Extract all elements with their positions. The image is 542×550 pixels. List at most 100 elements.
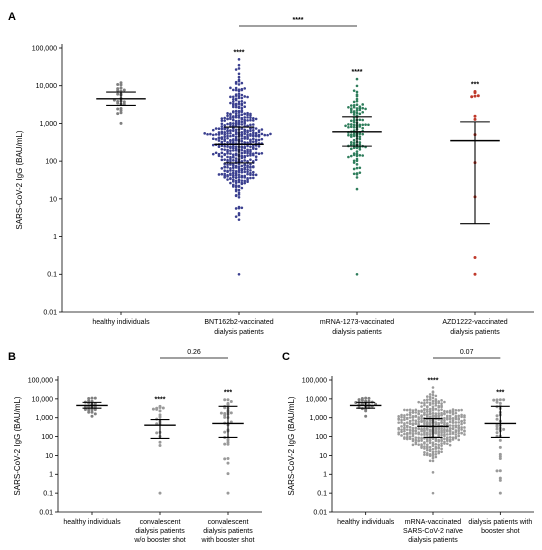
data-point: [243, 87, 247, 90]
data-point: [249, 158, 252, 161]
data-point: [231, 159, 235, 162]
data-point: [347, 133, 350, 137]
data-point: [352, 105, 356, 109]
significance-label: ****: [428, 378, 439, 385]
data-point: [408, 408, 412, 412]
data-point: [231, 95, 235, 99]
data-point: [431, 459, 435, 463]
data-point: [457, 421, 461, 424]
data-point: [93, 402, 97, 406]
data-point: [405, 425, 409, 429]
data-point: [220, 172, 224, 176]
data-point: [234, 132, 238, 136]
data-point: [431, 411, 435, 415]
data-point: [246, 119, 249, 122]
data-point: [408, 419, 412, 423]
data-point: [349, 140, 353, 144]
data-point: [355, 272, 359, 276]
data-point: [217, 131, 221, 134]
data-point: [243, 167, 247, 171]
data-point: [347, 125, 350, 129]
data-point: [209, 132, 212, 136]
data-point: [420, 437, 423, 441]
data-point: [87, 410, 91, 414]
data-point: [414, 442, 418, 446]
comparison-label: 0.26: [187, 349, 201, 356]
y-tick-label: 10: [45, 453, 53, 460]
data-point: [240, 176, 244, 179]
data-point: [451, 424, 455, 427]
data-point: [347, 106, 350, 109]
data-point: [234, 172, 238, 175]
data-point: [405, 421, 409, 424]
data-point: [498, 445, 502, 449]
data-point: [403, 432, 406, 436]
data-point: [237, 119, 241, 123]
data-point: [425, 395, 429, 398]
data-point: [347, 123, 350, 126]
y-tick-label: 1: [53, 234, 57, 241]
data-point: [231, 105, 235, 109]
data-point: [463, 433, 466, 436]
data-point: [425, 408, 429, 411]
data-point: [237, 167, 241, 170]
data-point: [498, 401, 502, 405]
data-point: [260, 152, 264, 155]
data-point: [237, 100, 241, 104]
data-point: [226, 438, 230, 442]
data-point: [431, 491, 435, 495]
data-point: [234, 147, 238, 150]
data-point: [254, 155, 258, 159]
data-point: [252, 140, 255, 143]
data-point: [229, 95, 232, 99]
data-point: [226, 442, 230, 446]
y-axis-label: SARS-CoV-2 IgG (BAU/mL): [287, 396, 296, 495]
data-point: [116, 88, 120, 92]
data-point: [440, 450, 443, 454]
data-point: [240, 164, 244, 168]
data-point: [229, 177, 232, 181]
data-point: [431, 450, 435, 454]
category-label: dialysis patients: [450, 329, 500, 336]
data-point: [408, 422, 412, 426]
data-point: [237, 162, 241, 166]
data-point: [352, 120, 356, 124]
data-point: [431, 402, 435, 405]
data-point: [408, 432, 412, 435]
data-point: [226, 134, 229, 138]
data-point: [361, 123, 365, 127]
data-point: [158, 415, 162, 419]
data-point: [234, 157, 238, 160]
data-point: [116, 101, 120, 105]
data-point: [473, 91, 477, 95]
data-point: [361, 126, 365, 130]
data-point: [431, 396, 435, 400]
data-point: [229, 411, 233, 415]
data-point: [226, 117, 229, 121]
data-point: [229, 169, 232, 172]
data-point: [234, 86, 238, 90]
data-point: [220, 144, 224, 148]
data-point: [463, 430, 466, 433]
data-point: [423, 430, 426, 433]
data-point: [355, 146, 359, 150]
data-point: [437, 434, 441, 438]
y-tick-label: 0.01: [313, 509, 327, 516]
data-point: [355, 157, 359, 161]
data-point: [223, 406, 227, 410]
data-point: [473, 114, 477, 118]
category-label: mRNA-1273-vaccinated: [320, 319, 394, 326]
data-point: [237, 106, 241, 110]
data-point: [231, 124, 235, 128]
data-point: [237, 213, 241, 217]
data-point: [349, 147, 353, 151]
data-point: [352, 111, 356, 114]
data-point: [90, 396, 94, 400]
significance-label: ****: [234, 49, 245, 56]
y-tick-label: 100: [315, 434, 327, 441]
data-point: [408, 435, 412, 439]
data-point: [431, 391, 435, 394]
data-point: [355, 107, 359, 110]
data-point: [417, 409, 421, 413]
data-point: [414, 422, 418, 426]
